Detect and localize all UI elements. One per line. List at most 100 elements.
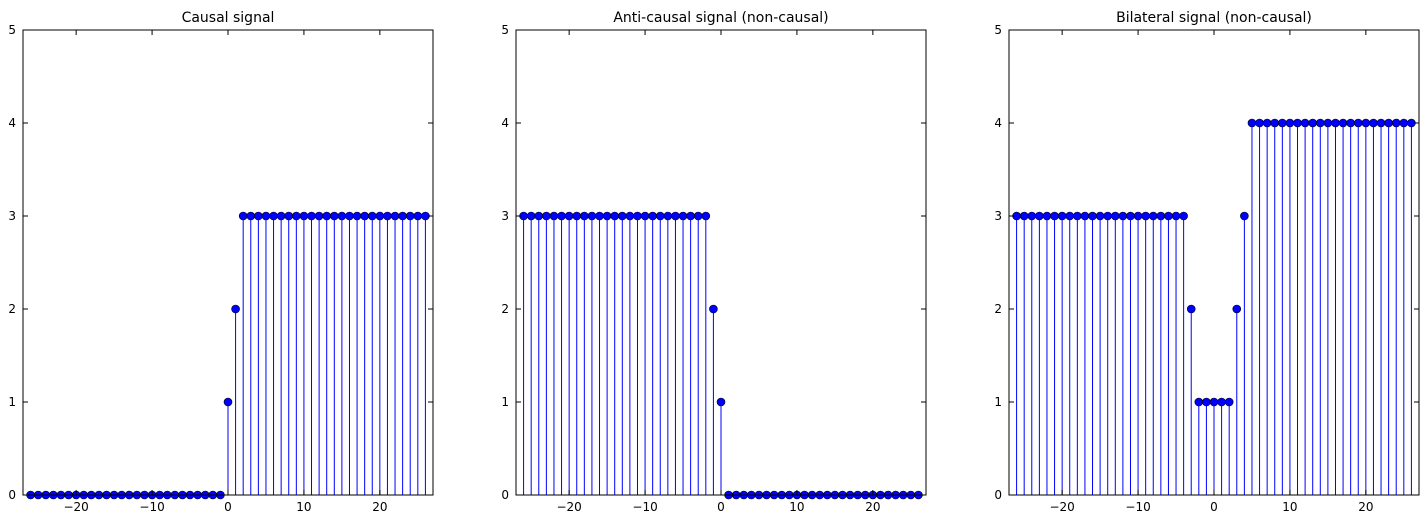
- data-point: [678, 211, 688, 221]
- data-point: [1118, 211, 1128, 221]
- x-tick-label: 10: [1282, 500, 1297, 514]
- chart-title: Anti-causal signal (non-causal): [613, 10, 828, 26]
- data-point: [580, 211, 589, 221]
- data-point: [542, 211, 551, 221]
- data-point: [1361, 118, 1371, 128]
- data-point: [564, 211, 574, 221]
- data-point: [1293, 118, 1302, 128]
- y-tick-label: 1: [8, 395, 16, 409]
- data-point: [360, 211, 369, 221]
- data-point: [625, 211, 635, 221]
- x-tick-label: 10: [789, 500, 804, 514]
- data-point: [1255, 118, 1264, 128]
- data-point: [1088, 211, 1097, 221]
- y-tick-label: 3: [8, 209, 16, 223]
- data-point: [367, 211, 377, 221]
- y-tick-label: 2: [501, 302, 509, 316]
- stem-series: [523, 216, 722, 495]
- data-point: [276, 211, 286, 221]
- data-point: [329, 211, 339, 221]
- data-point: [1073, 211, 1082, 221]
- data-point: [1186, 304, 1196, 314]
- y-tick-label: 1: [501, 395, 509, 409]
- data-point: [1095, 211, 1105, 221]
- y-tick-label: 0: [501, 488, 509, 502]
- data-point: [534, 211, 544, 221]
- data-point: [1065, 211, 1075, 221]
- data-point: [398, 211, 407, 221]
- data-point: [1346, 118, 1355, 128]
- x-tick-label: 20: [865, 500, 880, 514]
- data-point: [1278, 118, 1287, 128]
- data-point: [1270, 118, 1280, 128]
- y-tick-label: 1: [994, 395, 1002, 409]
- data-point: [1315, 118, 1325, 128]
- marker-series: [1012, 118, 1416, 407]
- data-point: [557, 211, 566, 221]
- data-point: [1262, 118, 1272, 128]
- data-point: [405, 211, 415, 221]
- data-point: [1126, 211, 1135, 221]
- data-point: [1133, 211, 1143, 221]
- data-point: [1050, 211, 1059, 221]
- data-point: [231, 304, 240, 314]
- data-point: [648, 211, 657, 221]
- data-point: [314, 211, 324, 221]
- chart-causal: Causal signal −20 −10 0 10 20 0 1 2 3 4 5: [8, 10, 434, 514]
- data-point: [1323, 118, 1333, 128]
- data-point: [375, 211, 385, 221]
- data-point: [549, 211, 559, 221]
- data-point: [587, 211, 597, 221]
- data-point: [1042, 211, 1052, 221]
- x-tick-label: −10: [139, 500, 164, 514]
- data-point: [1308, 118, 1318, 128]
- data-point: [390, 211, 400, 221]
- data-point: [1240, 211, 1249, 221]
- chart-title: Causal signal: [182, 10, 275, 26]
- data-point: [1399, 118, 1409, 128]
- data-point: [1171, 211, 1181, 221]
- data-point: [1019, 211, 1029, 221]
- data-point: [1353, 118, 1363, 128]
- x-tick-label: −10: [1125, 500, 1150, 514]
- data-point: [1217, 397, 1226, 407]
- data-point: [1247, 118, 1257, 128]
- data-point: [246, 211, 256, 221]
- data-point: [345, 211, 354, 221]
- data-point: [701, 211, 711, 221]
- chart-bilateral: Bilateral signal (non-causal)−20 −10 0 10 20…: [994, 10, 1420, 514]
- data-point: [337, 211, 347, 221]
- x-tick-label: −20: [63, 500, 88, 514]
- data-point: [352, 211, 362, 221]
- data-point: [383, 211, 392, 221]
- data-point: [307, 211, 316, 221]
- x-tick-label: 10: [296, 500, 311, 514]
- data-point: [1202, 397, 1211, 407]
- data-point: [1209, 397, 1219, 407]
- y-tick-label: 2: [8, 302, 16, 316]
- data-point: [686, 211, 695, 221]
- y-tick-label: 5: [8, 23, 16, 37]
- y-tick-label: 4: [501, 116, 509, 130]
- x-tick-label: −10: [632, 500, 657, 514]
- data-point: [1391, 118, 1401, 128]
- chart-title: Bilateral signal (non-causal): [1116, 10, 1312, 26]
- data-point: [709, 304, 718, 314]
- y-tick-label: 0: [8, 488, 16, 502]
- data-point: [1141, 211, 1150, 221]
- data-point: [238, 211, 248, 221]
- data-point: [1338, 118, 1348, 128]
- data-point: [595, 211, 604, 221]
- data-point: [693, 211, 703, 221]
- x-tick-label: 0: [1210, 500, 1218, 514]
- y-tick-label: 2: [994, 302, 1002, 316]
- x-tick-label: 0: [224, 500, 232, 514]
- data-point: [292, 211, 301, 221]
- y-tick-label: 5: [501, 23, 509, 37]
- data-point: [269, 211, 278, 221]
- data-point: [1057, 211, 1067, 221]
- data-point: [284, 211, 294, 221]
- data-point: [1035, 211, 1044, 221]
- y-tick-label: 3: [994, 209, 1002, 223]
- data-point: [1080, 211, 1090, 221]
